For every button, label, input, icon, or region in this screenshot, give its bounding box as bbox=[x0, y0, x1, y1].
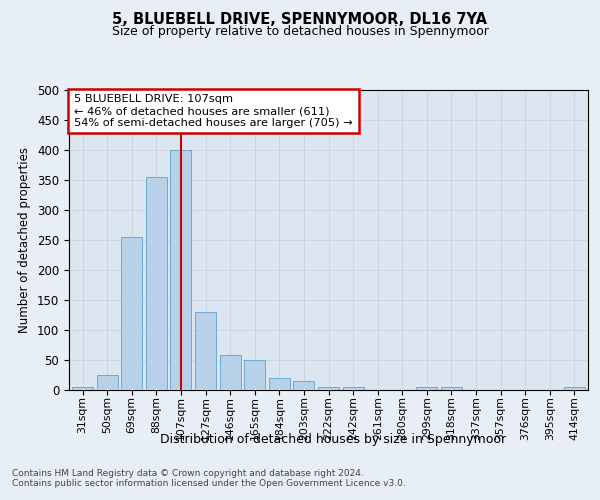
Text: Distribution of detached houses by size in Spennymoor: Distribution of detached houses by size … bbox=[160, 432, 506, 446]
Bar bbox=[220, 355, 241, 390]
Bar bbox=[72, 387, 93, 390]
Bar bbox=[97, 375, 118, 390]
Text: Size of property relative to detached houses in Spennymoor: Size of property relative to detached ho… bbox=[112, 25, 488, 38]
Text: 5, BLUEBELL DRIVE, SPENNYMOOR, DL16 7YA: 5, BLUEBELL DRIVE, SPENNYMOOR, DL16 7YA bbox=[113, 12, 487, 28]
Bar bbox=[318, 387, 339, 390]
Bar bbox=[293, 381, 314, 390]
Text: 5 BLUEBELL DRIVE: 107sqm
← 46% of detached houses are smaller (611)
54% of semi-: 5 BLUEBELL DRIVE: 107sqm ← 46% of detach… bbox=[74, 94, 353, 128]
Bar bbox=[343, 387, 364, 390]
Text: Contains HM Land Registry data © Crown copyright and database right 2024.: Contains HM Land Registry data © Crown c… bbox=[12, 468, 364, 477]
Bar bbox=[564, 387, 585, 390]
Bar bbox=[170, 150, 191, 390]
Text: Contains public sector information licensed under the Open Government Licence v3: Contains public sector information licen… bbox=[12, 478, 406, 488]
Y-axis label: Number of detached properties: Number of detached properties bbox=[19, 147, 31, 333]
Bar bbox=[146, 177, 167, 390]
Bar bbox=[121, 237, 142, 390]
Bar bbox=[416, 387, 437, 390]
Bar bbox=[269, 378, 290, 390]
Bar bbox=[195, 312, 216, 390]
Bar bbox=[441, 387, 462, 390]
Bar bbox=[244, 360, 265, 390]
